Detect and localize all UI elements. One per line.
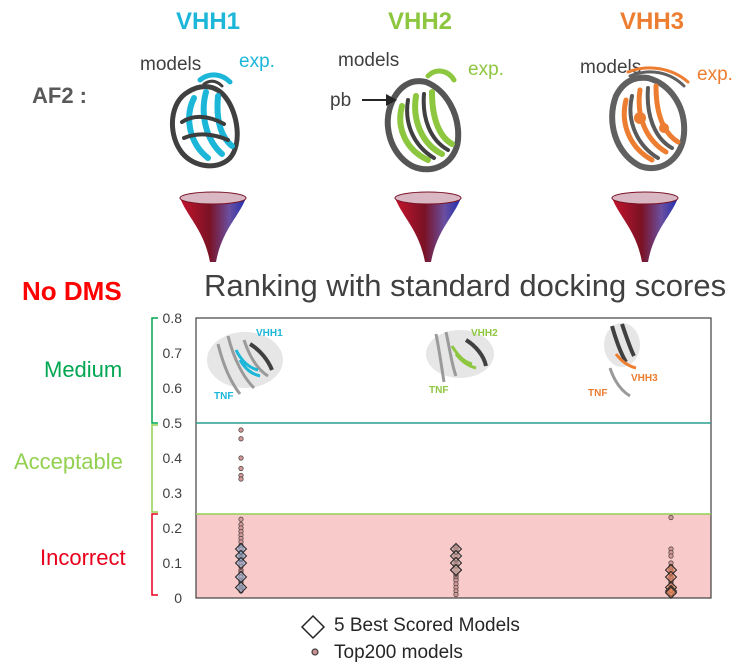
vhh2-title: VHH2 xyxy=(388,8,453,35)
bracket-incorrect xyxy=(151,513,158,596)
top200-point-vhh2-19 xyxy=(453,591,459,598)
top200-point-vhh1-5 xyxy=(238,476,244,482)
vhh1-funnel-image xyxy=(179,191,247,262)
vhh3-tnf-label: TNF xyxy=(588,388,607,399)
vhh2-structure-image xyxy=(384,68,462,173)
method-label: AF2 : xyxy=(32,83,87,108)
vhh2-exp-label: exp. xyxy=(468,59,504,80)
category-incorrect-label: Incorrect xyxy=(40,545,126,570)
vhh3-complex-image xyxy=(604,323,640,398)
y-tick-label-4: 0.4 xyxy=(163,450,183,466)
y-tick-label-2: 0.2 xyxy=(163,520,183,536)
no-dms-label: No DMS xyxy=(22,276,122,306)
vhh3-funnel-image xyxy=(611,191,679,262)
vhh3-complex-label: VHH3 xyxy=(631,373,658,384)
vhh2-funnel-image xyxy=(394,191,462,262)
vhh3-title: VHH3 xyxy=(620,8,685,35)
top200-point-vhh1-6 xyxy=(238,516,244,522)
vhh1-exp-label: exp. xyxy=(239,51,275,72)
vhh2-pb-label: pb xyxy=(330,90,352,111)
vhh1-structure-image xyxy=(169,72,240,169)
vhh1-complex-label: VHH1 xyxy=(256,328,283,339)
vhh1-models-label: models xyxy=(140,54,202,75)
vhh1-complex-image xyxy=(207,332,283,395)
y-tick-label-3: 0.3 xyxy=(163,485,183,501)
pb-arrow xyxy=(362,94,397,106)
vhh2-tnf-label: TNF xyxy=(429,385,448,396)
y-tick-label-1: 0.1 xyxy=(163,555,183,571)
y-tick-label-0: 0 xyxy=(174,590,182,606)
legend-best-label: 5 Best Scored Models xyxy=(334,615,520,636)
category-acceptable-label: Acceptable xyxy=(14,449,123,474)
legend-top200-marker xyxy=(311,648,319,656)
top200-point-vhh1-1 xyxy=(238,436,244,442)
vhh1-tnf-label: TNF xyxy=(214,391,233,402)
top200-point-vhh3-0 xyxy=(668,514,674,521)
chart-title: Ranking with standard docking scores xyxy=(204,268,727,303)
vhh2-complex-label: VHH2 xyxy=(471,328,498,339)
top200-point-vhh1-3 xyxy=(238,465,244,472)
top200-point-vhh1-2 xyxy=(238,455,244,461)
legend-top200-label: Top200 models xyxy=(334,642,463,663)
vhh1-title: VHH1 xyxy=(176,8,241,35)
category-medium-label: Medium xyxy=(44,357,123,382)
bracket-acceptable xyxy=(151,424,158,513)
vhh3-structure-image xyxy=(609,66,690,171)
top200-point-vhh3-3 xyxy=(668,553,674,559)
legend-best-marker xyxy=(300,614,326,640)
y-tick-label-8: 0.8 xyxy=(163,310,183,326)
vhh2-models-label: models xyxy=(338,50,400,71)
bracket-medium xyxy=(151,317,158,424)
y-tick-label-5: 0.5 xyxy=(163,415,183,431)
vhh3-exp-label: exp. xyxy=(697,64,733,85)
vhh3-models-label: models xyxy=(580,57,642,78)
y-tick-label-7: 0.7 xyxy=(163,345,183,361)
y-tick-label-6: 0.6 xyxy=(163,380,183,396)
top200-point-vhh1-0 xyxy=(238,427,244,433)
best-model-vhh2-4 xyxy=(449,563,463,577)
plot-frame xyxy=(195,317,712,599)
best-model-vhh1-2 xyxy=(234,556,248,570)
vhh2-complex-image xyxy=(426,330,494,383)
best-model-vhh3-4 xyxy=(664,586,678,599)
best-model-vhh1-4 xyxy=(234,581,248,594)
